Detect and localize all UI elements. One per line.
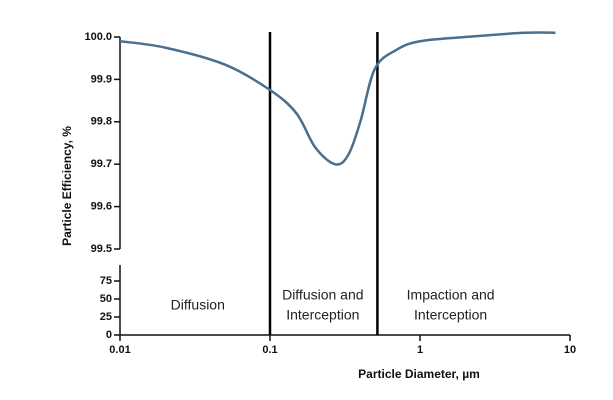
y-tick-label: 99.6: [91, 201, 112, 213]
y-tick-label: 99.5: [91, 243, 112, 255]
region-label: Interception: [414, 307, 487, 323]
y-tick-label: 50: [100, 293, 112, 305]
region-label: Interception: [286, 307, 359, 323]
region-label: Diffusion: [171, 297, 225, 313]
y-tick-label: 99.7: [91, 158, 112, 170]
y-tick-label: 0: [106, 329, 112, 341]
y-axis-title: Particle Efficiency, %: [60, 126, 74, 246]
y-tick-label: 99.8: [91, 116, 112, 128]
efficiency-curve: [119, 31, 556, 166]
y-tick-label: 25: [100, 311, 112, 323]
x-tick-label: 1: [417, 344, 423, 356]
x-tick-label: 0.01: [109, 344, 130, 356]
region-label: Diffusion and: [282, 287, 363, 303]
y-tick-label: 100.0: [84, 31, 112, 43]
region-label: Impaction and: [407, 287, 495, 303]
y-tick-label: 99.9: [91, 73, 112, 85]
y-tick-label: 75: [100, 275, 112, 287]
x-axis-title: Particle Diameter, µm: [358, 367, 480, 381]
x-tick-label: 10: [564, 344, 576, 356]
x-tick-label: 0.1: [262, 344, 277, 356]
